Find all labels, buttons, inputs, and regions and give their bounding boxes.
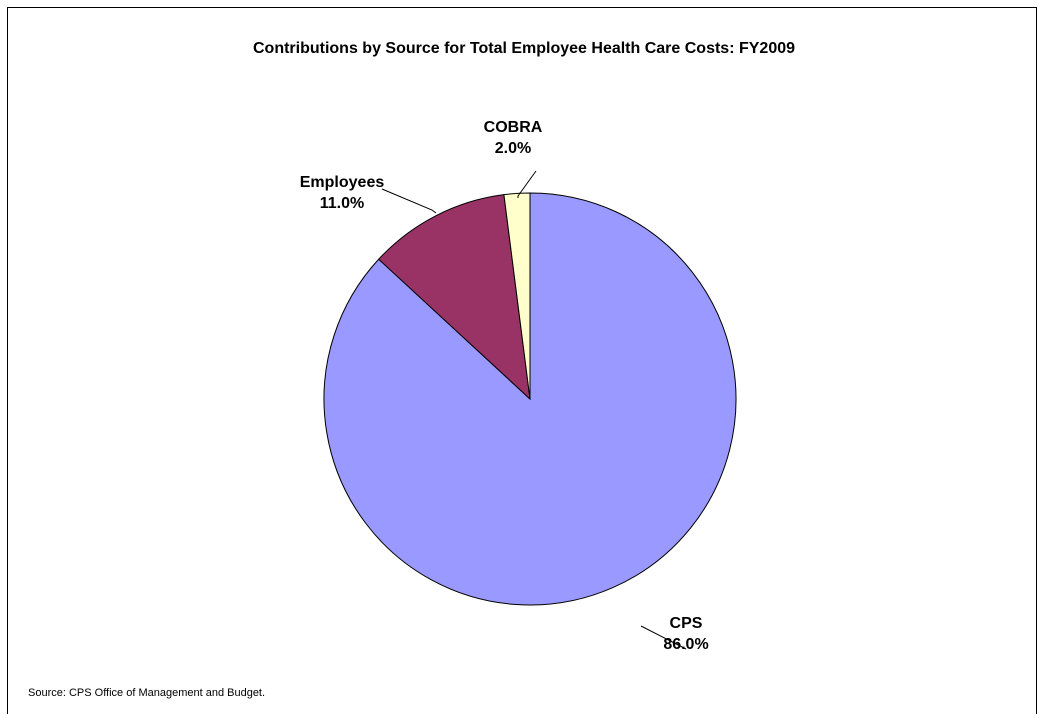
slice-labels: CPS 86.0% Employees 11.0% COBRA 2.0% bbox=[300, 119, 709, 653]
pie-chart: Contributions by Source for Total Employ… bbox=[28, 40, 795, 699]
leader-line-cps bbox=[640, 625, 687, 650]
pie-slice-cobra bbox=[503, 192, 531, 400]
slice-label-value-employees: 11.0% bbox=[320, 195, 364, 212]
pie-slice-employees bbox=[377, 194, 531, 401]
slice-label-value-cps: 86.0% bbox=[663, 636, 708, 653]
slice-label-name-cps: CPS bbox=[670, 615, 703, 632]
chart-frame: Contributions by Source for Total Employ… bbox=[7, 7, 1037, 714]
leader-line-cobra bbox=[517, 170, 537, 198]
source-note: Source: CPS Office of Management and Bud… bbox=[28, 687, 265, 699]
slice-label-name-employees: Employees bbox=[300, 174, 385, 191]
leader-lines bbox=[381, 170, 687, 650]
pie-slices bbox=[323, 192, 737, 606]
chart-title: Contributions by Source for Total Employ… bbox=[253, 40, 795, 57]
slice-label-name-cobra: COBRA bbox=[484, 119, 543, 136]
slice-label-value-cobra: 2.0% bbox=[495, 140, 531, 157]
leader-line-employees bbox=[381, 188, 437, 214]
